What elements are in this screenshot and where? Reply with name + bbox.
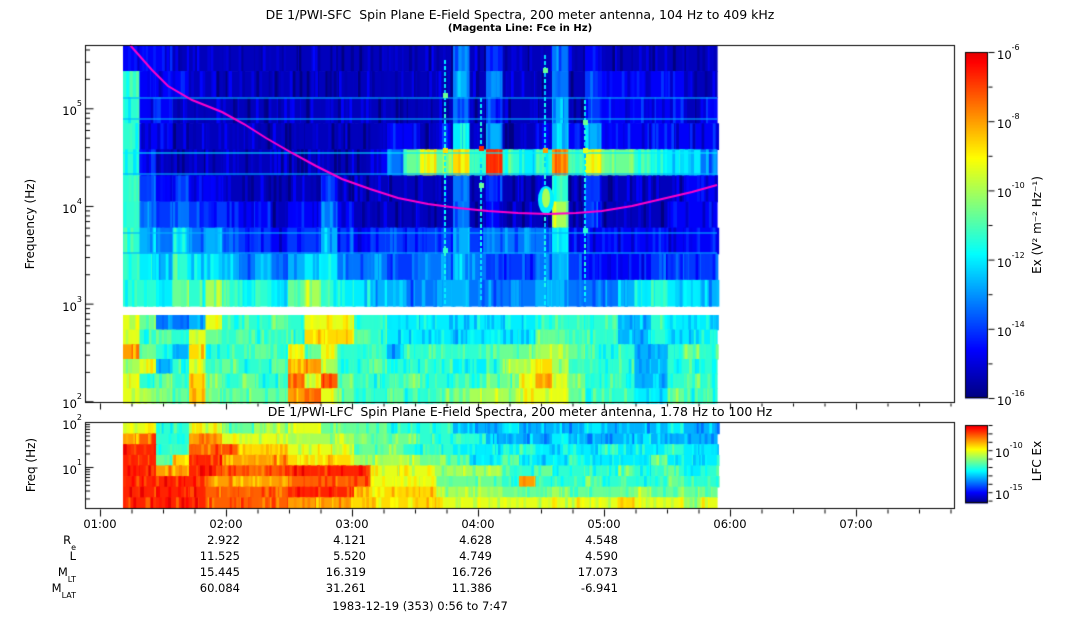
- lfc-colorbar-label: LFC Ex: [1030, 440, 1044, 482]
- sfc-colorbar-tick-label: 10-10: [997, 181, 1025, 201]
- ephemeris-value: 5.520: [333, 549, 366, 563]
- ephemeris-value: 16.726: [451, 565, 492, 579]
- time-tick-label: 04:00: [461, 517, 495, 531]
- sfc-y-tick-label: 105: [62, 99, 82, 119]
- ephemeris-value: 16.319: [325, 565, 366, 579]
- sfc-title: DE 1/PWI-SFC Spin Plane E-Field Spectra,…: [265, 7, 775, 22]
- time-tick-label: 05:00: [587, 517, 621, 531]
- ephemeris-value: 2.922: [207, 533, 240, 547]
- ephemeris-value: 11.386: [451, 581, 492, 595]
- sfc-colorbar-tick-label: 10-14: [997, 319, 1025, 339]
- sfc-colorbar-tick-label: 10-12: [997, 250, 1025, 270]
- ephemeris-value: 4.590: [585, 549, 618, 563]
- lfc-y-tick-label: 101: [62, 458, 82, 477]
- sfc-colorbar-label: Ex (V² m⁻² Hz⁻¹): [1030, 176, 1044, 274]
- time-tick-label: 06:00: [713, 517, 747, 531]
- footer-date: 1983-12-19 (353) 0:56 to 7:47: [332, 599, 508, 613]
- time-tick-label: 03:00: [335, 517, 369, 531]
- ephemeris-row-label: L: [69, 549, 76, 563]
- lfc-ylabel: Freq (Hz): [24, 437, 38, 493]
- ephemeris-value: 60.084: [199, 581, 240, 595]
- sfc-colorbar-tick-label: 10-6: [997, 43, 1020, 62]
- ephemeris-value: 4.548: [585, 533, 618, 547]
- ephemeris-value: 17.073: [577, 565, 618, 579]
- sfc-colorbar-tick-label: 10-16: [997, 389, 1025, 408]
- sfc-y-tick-label: 104: [62, 196, 82, 216]
- lfc-colorbar-tick-label: 10-10: [995, 441, 1023, 461]
- sfc-subtitle: (Magenta Line: Fce in Hz): [447, 23, 593, 34]
- lfc-y-tick-label: 102: [62, 413, 82, 432]
- time-tick-label: 01:00: [83, 517, 117, 531]
- ephemeris-row-label: MLAT: [51, 581, 76, 601]
- sfc-colorbar-tick-label: 10-8: [997, 112, 1020, 132]
- ephemeris-value: -6.941: [580, 581, 618, 595]
- ephemeris-value: 4.121: [333, 533, 366, 547]
- time-tick-label: 02:00: [209, 517, 243, 531]
- lfc-title: DE 1/PWI-LFC Spin Plane E-Field Spectra,…: [267, 404, 773, 419]
- sfc-y-tick-label: 102: [62, 392, 82, 412]
- ephemeris-row-label: MLT: [57, 565, 76, 585]
- time-tick-label: 07:00: [839, 517, 873, 531]
- lfc-colorbar-tick-label: 10-15: [995, 483, 1023, 503]
- ephemeris-value: 4.628: [459, 533, 492, 547]
- sfc-ylabel: Frequency (Hz): [23, 178, 37, 270]
- ephemeris-row-label: Re: [63, 533, 76, 553]
- ephemeris-value: 31.261: [325, 581, 366, 595]
- sfc-y-tick-label: 103: [62, 294, 82, 314]
- ephemeris-value: 11.525: [199, 549, 240, 563]
- ephemeris-value: 4.749: [459, 549, 492, 563]
- ephemeris-value: 15.445: [199, 565, 240, 579]
